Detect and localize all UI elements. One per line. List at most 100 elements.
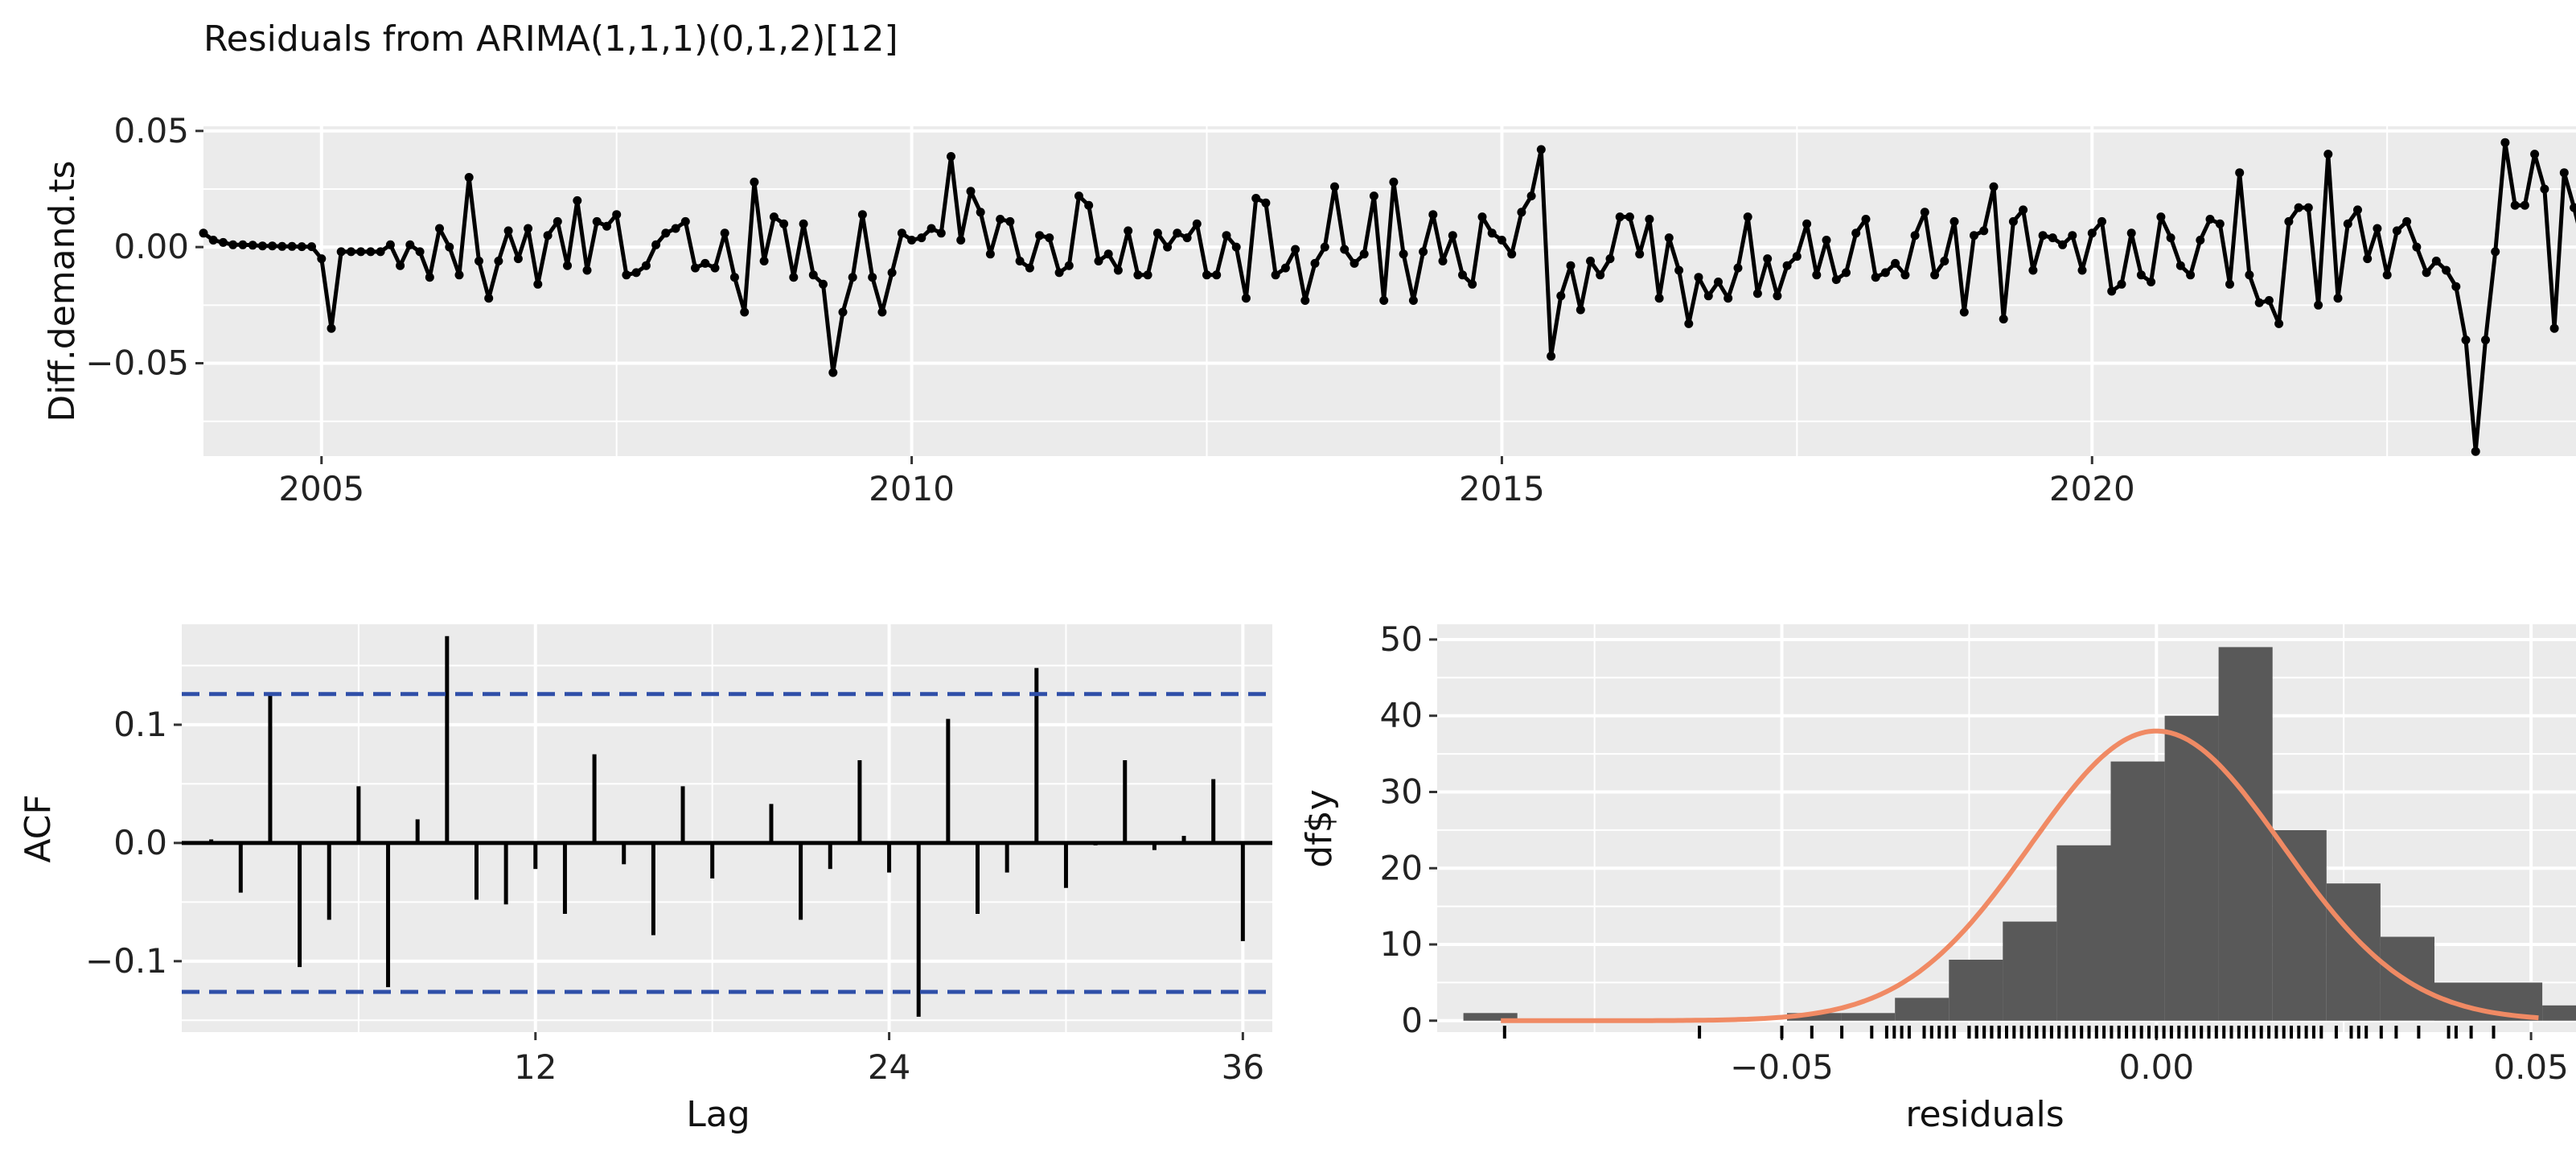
residual-point	[2392, 226, 2401, 236]
residual-point	[1979, 226, 1989, 236]
residual-point	[1350, 258, 1359, 268]
histogram-bar	[1463, 1013, 1518, 1021]
residual-point	[208, 236, 218, 245]
normal-density-curve	[1501, 728, 2539, 1023]
residual-point	[2559, 168, 2569, 178]
residual-point	[2048, 233, 2057, 243]
residual-point	[2175, 261, 2185, 270]
residual-point	[2245, 270, 2254, 280]
residual-point	[2077, 265, 2087, 275]
residual-point	[1399, 249, 1408, 259]
residual-point	[897, 228, 906, 238]
residual-point	[1045, 233, 1054, 243]
residual-point	[1773, 291, 1782, 301]
residual-point	[2068, 231, 2077, 241]
residual-point	[2284, 216, 2294, 226]
histogram-bar	[2056, 845, 2111, 1021]
residual-point	[199, 228, 208, 238]
histogram-x-axis-title: residuals	[1905, 1094, 2064, 1135]
residual-point	[2510, 200, 2520, 210]
residual-point	[1202, 270, 1211, 280]
residual-point	[729, 273, 739, 282]
hist-y-tick-label: 50	[1380, 619, 1423, 659]
residual-point	[631, 268, 641, 278]
top-y-tick-label: −0.05	[85, 344, 189, 383]
histogram-bar	[1895, 998, 1949, 1021]
residual-point	[1291, 245, 1300, 254]
residual-point	[475, 257, 483, 265]
residual-point	[926, 224, 936, 233]
residual-point	[779, 219, 789, 228]
hist-y-tick-label: 10	[1380, 924, 1423, 964]
hist-x-tick-label: −0.05	[1730, 1047, 1834, 1087]
residual-point	[1871, 273, 1880, 282]
residual-point	[1605, 254, 1615, 264]
residual-point	[1448, 231, 1457, 241]
histogram-bar	[2542, 1005, 2576, 1021]
residual-point	[1251, 194, 1261, 203]
residual-point	[1861, 215, 1871, 224]
residual-point	[1133, 270, 1143, 280]
residual-point	[1694, 273, 1703, 282]
residual-point	[2087, 228, 2097, 238]
residual-point	[1084, 200, 1094, 210]
hist-y-tick-label: 20	[1380, 848, 1423, 887]
residual-point	[700, 258, 710, 268]
residual-point	[494, 257, 503, 265]
residual-point	[1547, 352, 1556, 361]
residual-point	[1654, 294, 1664, 303]
residual-point	[2205, 215, 2215, 224]
residual-point	[2107, 286, 2117, 296]
top-x-tick-label: 2020	[2049, 469, 2135, 508]
residual-point	[680, 216, 690, 226]
residual-point	[435, 224, 444, 233]
residual-point	[1113, 265, 1123, 275]
residual-point	[2196, 236, 2205, 245]
residual-point	[2530, 150, 2540, 159]
residual-rug	[1502, 1026, 2496, 1039]
residual-point	[1005, 216, 1015, 226]
residual-point	[1369, 191, 1378, 201]
residual-point	[2422, 268, 2431, 278]
residual-point	[2500, 138, 2510, 147]
residual-point	[819, 279, 828, 289]
residual-point	[1015, 257, 1025, 265]
residual-point	[1891, 258, 1900, 268]
residual-point	[2215, 219, 2225, 228]
acf-x-tick-label: 24	[868, 1047, 910, 1087]
acf-y-tick-label: −0.1	[85, 941, 167, 981]
residual-point	[1822, 236, 1831, 245]
residual-point	[641, 261, 651, 270]
residual-point	[2382, 270, 2392, 280]
residual-point	[1959, 307, 1969, 317]
histogram-bar	[1787, 1013, 1842, 1021]
residual-point	[1723, 294, 1733, 303]
residual-point	[1280, 263, 1290, 273]
acf-panel-grid	[182, 624, 1272, 1032]
residual-point	[425, 273, 434, 282]
residual-point	[1094, 257, 1103, 265]
residual-point	[710, 263, 720, 273]
residual-point	[219, 237, 228, 247]
residual-point	[750, 177, 759, 187]
residual-point	[307, 242, 316, 252]
histogram-bar	[2164, 715, 2219, 1021]
residual-point	[2323, 150, 2333, 159]
residual-point	[1999, 315, 2008, 324]
residual-point	[1428, 210, 1438, 220]
residual-point	[2156, 212, 2166, 222]
residual-point	[1419, 247, 1428, 257]
residual-point	[1851, 228, 1861, 238]
residual-point	[887, 268, 897, 278]
residual-point	[2451, 282, 2461, 291]
acf-x-axis-title: Lag	[686, 1094, 750, 1135]
top-x-tick-label: 2010	[869, 469, 955, 508]
residual-point	[1477, 212, 1487, 222]
residual-point	[327, 323, 336, 333]
acf-x-tick-label: 36	[1222, 1047, 1264, 1087]
residual-point	[828, 368, 838, 377]
residual-point	[376, 247, 385, 257]
acf-panel: 12 24 36 0.1 0.0 −0.1 ACF Lag	[18, 624, 1272, 1135]
residual-point	[1074, 191, 1083, 201]
residual-point	[297, 242, 306, 252]
